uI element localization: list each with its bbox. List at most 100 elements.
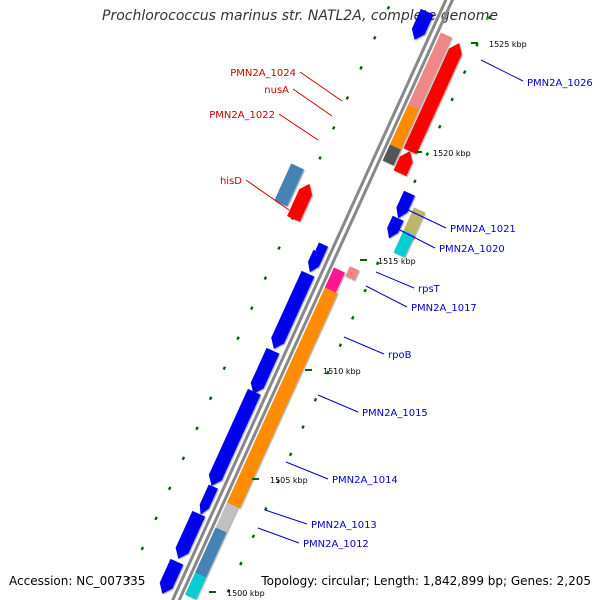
- gene-rpst: [324, 267, 345, 293]
- gene-reverse-cds: [175, 510, 206, 559]
- leader-line: [343, 336, 385, 355]
- gc-dot: [351, 315, 355, 320]
- gc-dot: [425, 152, 430, 157]
- gene-cyan-accent: [185, 572, 207, 600]
- gene-rpst-accent: [345, 266, 359, 281]
- leader-line: [403, 207, 447, 229]
- gene-label-left: nusA: [264, 85, 289, 96]
- gc-dot: [363, 288, 367, 293]
- gc-dot: [195, 426, 199, 431]
- leader-line: [299, 71, 343, 102]
- leader-line: [292, 88, 333, 117]
- gene-pmn2a-1012: [195, 527, 227, 578]
- gc-dot: [288, 452, 293, 457]
- tick-label: 1510 kbp: [323, 367, 361, 376]
- tick-label: 1525 kbp: [489, 40, 527, 49]
- gc-dot: [126, 576, 131, 581]
- gc-dot: [331, 125, 336, 130]
- gene-label-left: PMN2A_1022: [209, 110, 275, 121]
- gene-pmn2a-1022: [382, 144, 401, 166]
- topology-summary: Topology: circular; Length: 1,842,899 bp…: [261, 574, 591, 588]
- gene-label-right: PMN2A_1026: [527, 78, 593, 89]
- gc-dot: [375, 261, 380, 266]
- gc-dot: [239, 561, 243, 566]
- gene-label-right: PMN2A_1013: [311, 520, 377, 531]
- leader-line: [264, 509, 308, 525]
- gc-dot: [359, 65, 363, 70]
- gc-dot: [263, 276, 268, 281]
- gene-reverse-cds: [308, 249, 325, 273]
- gene-labels: PMN2A_1024 nusA PMN2A_1022 hisD PMN2A_1026 PM…: [209, 59, 593, 550]
- gc-dot: [249, 306, 254, 311]
- gc-dot: [450, 97, 454, 102]
- gc-dot: [181, 456, 186, 461]
- accession-text: Accession: NC_007335: [9, 574, 146, 588]
- gene-pmn2a-1020: [393, 230, 415, 258]
- gc-dot: [167, 486, 172, 491]
- tick-label: 1505 kbp: [270, 476, 308, 485]
- gene-label-right: PMN2A_1017: [411, 303, 477, 314]
- kbp-ticks: 1525 kbp 1520 kbp 1515 kbp 1510 kbp 1505 kbp…: [209, 40, 527, 598]
- gc-dot: [413, 179, 417, 184]
- gene-pmn2a-1015-block: [271, 270, 315, 349]
- gc-dot: [386, 5, 391, 10]
- gene-reverse-cds: [199, 484, 218, 515]
- gc-dot: [222, 366, 227, 371]
- gc-dot: [251, 534, 256, 539]
- gene-label-left: hisD: [220, 176, 242, 187]
- gene-label-right: rpsT: [418, 284, 441, 295]
- gc-dot: [345, 95, 350, 100]
- gc-dot: [318, 156, 322, 160]
- gc-dot: [226, 588, 231, 593]
- leader-line: [480, 59, 524, 82]
- gene-label-right: PMN2A_1021: [450, 224, 516, 235]
- gene-label-right: PMN2A_1012: [303, 539, 369, 550]
- gene-label-right: rpoB: [388, 350, 412, 361]
- tick-label: 1500 kbp: [227, 589, 265, 598]
- genome-backbone: [171, 0, 455, 600]
- gene-label-right: PMN2A_1020: [439, 244, 505, 255]
- leader-line: [391, 225, 436, 249]
- gene-reverse-cds: [208, 388, 261, 486]
- leader-line: [257, 527, 300, 544]
- gene-reverse-cds: [159, 558, 184, 594]
- gene-pmn2a-1024: [408, 32, 452, 110]
- gc-dot: [338, 343, 343, 348]
- gc-dot: [277, 246, 281, 251]
- gene-features: [159, 8, 462, 600]
- gene-label-right: PMN2A_1014: [332, 475, 398, 486]
- gc-dot: [313, 397, 318, 402]
- gc-skew-dots: [126, 5, 492, 593]
- gc-dot: [276, 479, 280, 484]
- gene-pmn2a-1014: [226, 407, 283, 509]
- gc-dot: [154, 516, 158, 521]
- backbone-line: [177, 0, 455, 600]
- gene-nusa: [389, 104, 420, 150]
- gc-dot: [372, 35, 377, 40]
- leader-line: [278, 113, 319, 141]
- leader-line: [375, 271, 415, 289]
- gc-dot: [326, 370, 330, 375]
- leader-line: [285, 461, 329, 480]
- backbone-line: [171, 0, 448, 600]
- gc-dot: [487, 15, 492, 20]
- gene-hisd-forward: [287, 183, 313, 222]
- gc-dot: [301, 425, 305, 430]
- map-title: Prochlorococcus marinus str. NATL2A, com…: [102, 8, 498, 24]
- gc-dot: [462, 70, 467, 75]
- gc-dot: [438, 124, 442, 129]
- gene-reverse-cds: [250, 347, 280, 394]
- gene-forward-cds: [403, 43, 462, 155]
- gene-pmn2a-1013: [215, 502, 238, 533]
- gene-label-right: PMN2A_1015: [362, 408, 428, 419]
- gene-forward-cds: [393, 151, 413, 177]
- gene-reverse-cds: [396, 190, 415, 219]
- gene-reverse-cds: [411, 8, 434, 40]
- tick-label: 1520 kbp: [433, 149, 471, 158]
- gene-label-left: PMN2A_1024: [230, 68, 296, 79]
- gene-hisd: [274, 163, 304, 207]
- gc-dot: [208, 396, 213, 401]
- tick-label: 1515 kbp: [378, 257, 416, 266]
- gene-rpob: [270, 287, 338, 414]
- gene-reverse-cds: [387, 215, 404, 239]
